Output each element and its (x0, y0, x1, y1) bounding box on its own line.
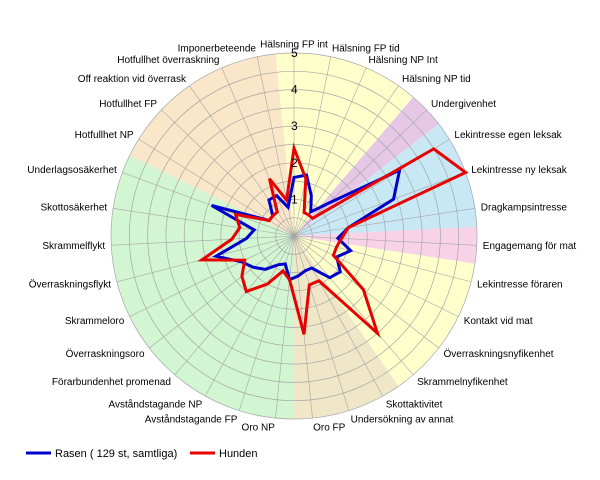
grid-spoke (293, 235, 477, 246)
category-label: Kontakt vid mat (464, 316, 533, 327)
category-label: Hälsning FP tid (332, 43, 400, 54)
tick-label: 1 (291, 192, 298, 206)
category-label: Undersökning av annat (351, 415, 454, 426)
category-label: Hotfullhet NP (75, 130, 134, 141)
category-label: Hälsning NP tid (402, 74, 471, 85)
grid-spoke (293, 207, 475, 237)
series-line-1 (197, 142, 469, 339)
category-label: Hotfullhet FP (99, 99, 157, 110)
category-label: Överraskningsflykt (29, 279, 111, 291)
grid-spoke (293, 67, 367, 237)
legend-item: Hunden (190, 448, 258, 460)
data-series (197, 142, 469, 339)
grid-spoke (293, 235, 472, 283)
category-label: Skrammelnyfikenhet (417, 377, 508, 388)
category-label: Oro FP (313, 423, 346, 434)
category-sector (129, 53, 294, 236)
category-label: Lekintresse föraren (477, 280, 563, 291)
category-label: Off reaktion vid överrask (78, 74, 187, 85)
legend-label: Hunden (219, 448, 258, 460)
grid-spoke (293, 235, 459, 317)
category-label: Hälsning FP int (260, 40, 328, 51)
category-label: Skottaktivitet (386, 399, 443, 410)
category-label: Avståndstagande NP (109, 398, 203, 410)
legend-item: Rasen ( 129 st, samtliga) (26, 448, 177, 460)
tick-label: 4 (291, 83, 298, 97)
grid-spoke (149, 235, 295, 349)
grid-spoke (275, 235, 295, 419)
radial-tick-labels: 1 2 3 4 5 (291, 46, 298, 206)
grid-spoke (129, 235, 295, 317)
category-label: Oro NP (242, 423, 276, 434)
grid-spoke (293, 235, 384, 397)
category-label: Hotfullhet överraskning (117, 55, 219, 66)
category-label: Överraskningsoro (66, 348, 145, 360)
grid-spoke (293, 235, 350, 411)
grid-spoke (293, 235, 439, 349)
category-sector (111, 155, 294, 419)
tick-label: 2 (291, 156, 298, 170)
category-label: Skrammeloro (65, 316, 125, 327)
grid-spoke (174, 235, 295, 376)
grid-spoke (113, 207, 295, 237)
category-label: Hälsning NP Int (369, 55, 439, 66)
grid-spoke (293, 172, 466, 237)
legend: Rasen ( 129 st, samtliga) Hunden (26, 448, 258, 460)
category-label: Imponerbeteende (178, 43, 257, 54)
category-label: Underlagsosäkerhet (27, 165, 117, 176)
tick-label: 5 (291, 46, 298, 60)
grid-spoke (122, 172, 295, 237)
category-label: Förarbundenhet promenad (52, 377, 171, 388)
category-label: Lekintresse egen leksak (454, 130, 562, 141)
grid-spoke (204, 235, 295, 397)
category-label: Skrammelflykt (42, 241, 105, 252)
grid-spoke (111, 235, 295, 246)
category-label: Avståndstagande FP (145, 414, 238, 426)
legend-label: Rasen ( 129 st, samtliga) (55, 448, 177, 460)
tick-label: 3 (291, 119, 298, 133)
category-label: Skottosäkerhet (40, 202, 107, 213)
category-label: Överraskningsnyfikenhet (444, 348, 554, 360)
grid-spoke (293, 235, 414, 376)
category-label: Engagemang för mat (483, 241, 577, 252)
grid-spoke (293, 56, 332, 237)
category-label: Undergivenhet (431, 99, 496, 110)
category-label: Lekintresse ny leksak (471, 165, 568, 176)
grid-spoke (221, 67, 295, 237)
category-label: Dragkampsintresse (481, 202, 568, 213)
